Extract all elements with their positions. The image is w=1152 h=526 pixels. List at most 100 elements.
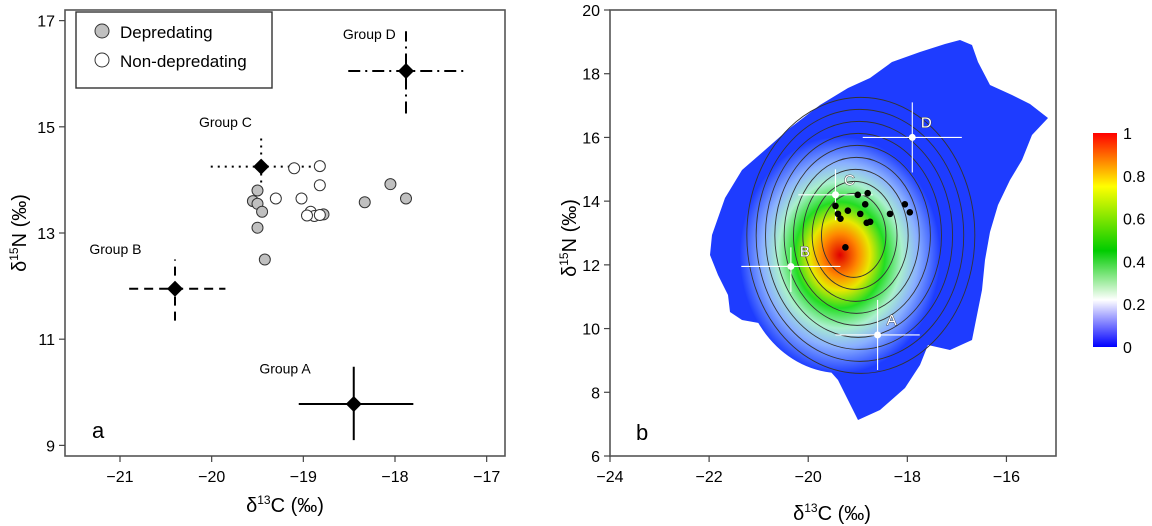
svg-text:δ15N (‰): δ15N (‰) [557, 199, 581, 277]
data-point [844, 207, 852, 214]
panel-a-ytick-label: 15 [37, 120, 55, 137]
group-label: Group A [259, 361, 311, 377]
panel-a-xlabel: δ13C (‰) [246, 493, 324, 517]
density-contour [793, 156, 920, 314]
density-gradient [740, 137, 940, 373]
series-non-depredating [269, 160, 326, 223]
panel-b-ytick-label: 8 [591, 385, 600, 402]
data-point [832, 202, 839, 210]
group-a-cross: A [835, 299, 920, 370]
panel-a-ytick-label: 17 [37, 14, 55, 31]
svg-text:δ15N (‰): δ15N (‰) [7, 194, 31, 272]
data-point [864, 189, 871, 197]
group-mean-marker [787, 262, 795, 270]
legend-label-depredating: Depredating [120, 23, 213, 42]
panel-a-xtick-label: −21 [106, 469, 133, 486]
panel-a: Group A Group B Group C Group D −21 −20 −19 −1… [7, 9, 506, 517]
data-point [863, 219, 870, 227]
data-point [901, 201, 909, 208]
group-label: A [887, 312, 897, 329]
group-d-errorbar: Group D [343, 26, 466, 114]
colorbar-tick-label: 1 [1123, 126, 1132, 143]
panel-b-ytick-label: 10 [582, 322, 600, 339]
data-point [837, 215, 844, 222]
panel-b-xtick-label: −18 [894, 469, 921, 486]
panel-a-xtick-label: −18 [381, 469, 408, 486]
group-label: C [844, 172, 855, 189]
panel-a-xtick-label: −19 [290, 469, 317, 486]
group-mean-marker [831, 191, 839, 199]
group-label: Group D [343, 26, 396, 42]
panel-b-xtick-label: −24 [596, 469, 623, 486]
colorbar: 1 0.8 0.6 0.4 0.2 0 [1093, 126, 1145, 357]
density-contour [765, 120, 954, 350]
group-b-cross: B [741, 243, 841, 292]
colorbar-gradient [1093, 133, 1117, 347]
legend-label-non-depredating: Non-depredating [120, 52, 247, 71]
panel-a-label: a [92, 418, 105, 443]
group-mean-marker [874, 331, 882, 339]
data-point [861, 201, 869, 208]
panel-b-ytick-label: 16 [582, 130, 600, 147]
group-label: B [800, 243, 810, 260]
data-point [313, 208, 326, 221]
series-depredating [246, 178, 412, 266]
colorbar-tick-label: 0.4 [1123, 254, 1145, 271]
data-point [251, 221, 264, 234]
panel-a-ytick-label: 11 [38, 332, 55, 349]
data-point [842, 244, 849, 251]
group-b-errorbar: Group B [89, 241, 226, 321]
data-point [856, 210, 864, 218]
group-label: D [921, 114, 932, 131]
panel-a-ytick-label: 13 [37, 226, 55, 243]
density-contour [774, 132, 942, 338]
density-contour [821, 192, 887, 278]
legend-box [75, 11, 273, 89]
panel-b-xtick-label: −20 [795, 469, 822, 486]
group-mean-marker [167, 280, 183, 297]
group-a-errorbar: Group A [259, 361, 414, 441]
data-point [384, 178, 397, 191]
group-mean-marker [253, 158, 270, 175]
data-point [256, 205, 269, 218]
data-point [258, 253, 271, 266]
panel-a-xtick-label: −17 [473, 469, 500, 486]
density-contour [802, 168, 909, 302]
data-point [313, 179, 326, 192]
colorbar-tick-label: 0.8 [1123, 169, 1145, 186]
group-mean-marker [908, 133, 916, 141]
panel-b-xtick-label: −16 [993, 469, 1020, 486]
legend-marker-depredating [94, 23, 110, 39]
panel-b-xtick-label: −22 [696, 469, 723, 486]
data-point [251, 184, 264, 197]
data-point [906, 208, 914, 216]
panel-a-legend: Depredating Non-depredating [75, 11, 273, 89]
panel-b-ytick-label: 20 [582, 3, 600, 20]
data-point [400, 192, 412, 205]
panel-b-ytick-label: 6 [591, 449, 600, 466]
group-d-cross: D [862, 102, 962, 173]
group-label: Group B [89, 241, 141, 257]
data-point [269, 192, 282, 205]
data-point [886, 210, 894, 218]
density-contour [755, 108, 965, 362]
panel-b-ytick-label: 12 [582, 258, 600, 275]
panel-b-ytick-label: 14 [582, 194, 600, 211]
panel-b: A B C D −24 −22 −20 −18 −16 6 8 10 12 14 16 18 20 b δ13… [557, 3, 1057, 525]
panel-b-xlabel: δ13C (‰) [793, 501, 871, 525]
data-point [288, 162, 301, 175]
panel-a-xtick-label: −20 [198, 469, 225, 486]
data-point [295, 192, 308, 205]
panel-a-ytick-label: 9 [46, 438, 55, 455]
group-mean-marker [345, 395, 362, 412]
density-contour [783, 144, 931, 326]
legend-marker-non-depredating [94, 52, 110, 68]
data-point [301, 209, 313, 222]
panel-b-frame [609, 9, 1057, 457]
colorbar-tick-label: 0.6 [1123, 212, 1145, 229]
colorbar-tick-label: 0.2 [1123, 297, 1145, 314]
colorbar-tick-label: 0 [1123, 340, 1132, 357]
data-point [358, 196, 371, 209]
panel-a-ylabel: δ15N (‰) [7, 194, 31, 272]
